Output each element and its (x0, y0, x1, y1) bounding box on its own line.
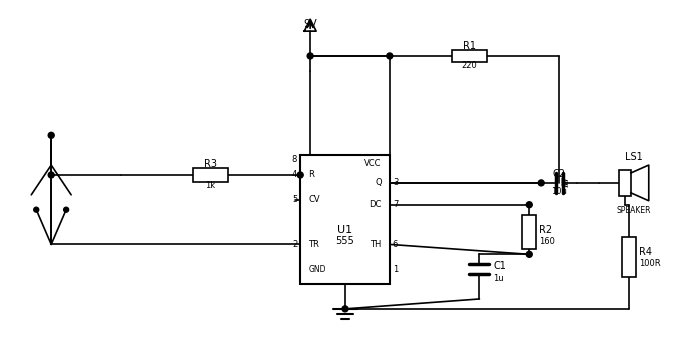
Circle shape (48, 132, 54, 138)
Text: R3: R3 (204, 159, 217, 169)
Circle shape (526, 202, 532, 208)
Text: GND: GND (308, 265, 326, 274)
Circle shape (387, 53, 393, 59)
Text: 1u: 1u (493, 274, 504, 283)
Circle shape (526, 251, 532, 257)
Text: 6: 6 (393, 240, 398, 249)
Text: 4: 4 (292, 170, 297, 179)
Text: 220: 220 (462, 61, 477, 70)
Text: SPEAKER: SPEAKER (616, 206, 651, 215)
Text: U1: U1 (337, 225, 352, 235)
Text: R: R (308, 170, 314, 179)
Text: 9V: 9V (303, 19, 317, 29)
Text: LS1: LS1 (625, 152, 643, 162)
Text: DC: DC (370, 200, 382, 209)
Circle shape (64, 207, 69, 212)
Text: 5: 5 (292, 195, 297, 204)
Circle shape (34, 207, 38, 212)
Circle shape (48, 172, 54, 178)
Text: R1: R1 (463, 41, 476, 51)
Text: 2: 2 (292, 240, 297, 249)
Text: TH: TH (370, 240, 382, 249)
Text: 1: 1 (393, 265, 398, 274)
Text: C2: C2 (552, 169, 565, 179)
Text: 100R: 100R (639, 259, 660, 268)
Bar (522, 215, 537, 249)
Text: C1: C1 (493, 261, 506, 271)
Text: 7: 7 (393, 200, 398, 209)
Text: 10u: 10u (551, 187, 567, 196)
Circle shape (307, 53, 313, 59)
Text: TR: TR (308, 240, 319, 249)
Polygon shape (631, 165, 649, 201)
Text: 1k: 1k (205, 181, 216, 190)
Text: R2: R2 (539, 225, 552, 235)
Bar (451, 50, 487, 62)
Text: 555: 555 (336, 236, 354, 246)
Circle shape (538, 180, 544, 186)
Text: R4: R4 (639, 247, 652, 257)
Bar (619, 170, 631, 196)
Text: 160: 160 (539, 237, 555, 246)
Circle shape (342, 306, 348, 312)
Bar (300, 155, 390, 284)
Text: 8: 8 (292, 155, 297, 164)
Text: 3: 3 (393, 178, 398, 187)
Text: Q: Q (375, 178, 382, 187)
Text: CV: CV (308, 195, 319, 204)
Bar (192, 168, 229, 182)
Bar (622, 237, 635, 277)
Text: VCC: VCC (364, 158, 382, 168)
Circle shape (297, 172, 303, 178)
